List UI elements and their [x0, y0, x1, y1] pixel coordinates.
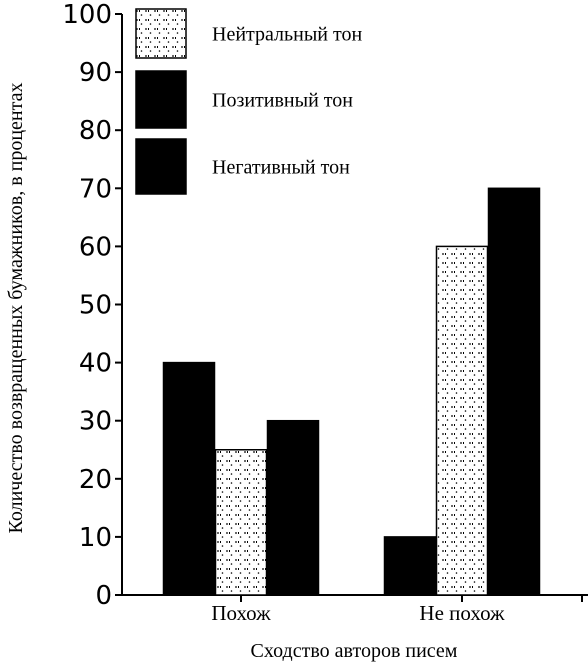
y-tick-label: 70 — [79, 174, 112, 204]
y-tick-label: 40 — [79, 349, 112, 379]
legend-swatch — [135, 138, 187, 195]
bar-positive-2 — [383, 536, 437, 596]
legend-label: Нейтральный тон — [212, 24, 362, 46]
bar-negative-2 — [487, 187, 541, 596]
y-tick-label: 60 — [79, 232, 112, 262]
category-label: Не похож — [419, 601, 505, 625]
bar-positive-1 — [162, 361, 216, 596]
y-tick-label: 10 — [79, 523, 112, 553]
legend-label: Позитивный тон — [212, 90, 353, 112]
bar-neutral-1 — [214, 449, 268, 596]
y-tick-label: 0 — [95, 581, 112, 611]
category-label: Похож — [211, 601, 271, 625]
y-tick-label: 50 — [79, 291, 112, 321]
bar-neutral-2 — [435, 245, 489, 596]
bars — [162, 187, 541, 596]
x-axis-title: Сходство авторов писем — [251, 640, 458, 662]
bar-negative-1 — [266, 419, 320, 596]
y-tick-label: 90 — [79, 58, 112, 88]
legend: Нейтральный тон Позитивный тон Негативный … — [135, 8, 362, 195]
category-labels: Похож Не похож — [211, 601, 505, 625]
y-axis-title: Количество возвращенных бумажников, в пр… — [5, 83, 27, 534]
legend-label: Негативный тон — [212, 157, 350, 179]
y-tick-label: 100 — [62, 0, 112, 30]
axes: 0 10 20 30 40 50 60 70 80 90 100 — [62, 0, 588, 611]
y-tick-label: 30 — [79, 407, 112, 437]
y-tick-label: 80 — [79, 116, 112, 146]
legend-swatch — [135, 70, 187, 129]
y-tick-label: 20 — [79, 465, 112, 495]
legend-swatch — [135, 8, 187, 59]
